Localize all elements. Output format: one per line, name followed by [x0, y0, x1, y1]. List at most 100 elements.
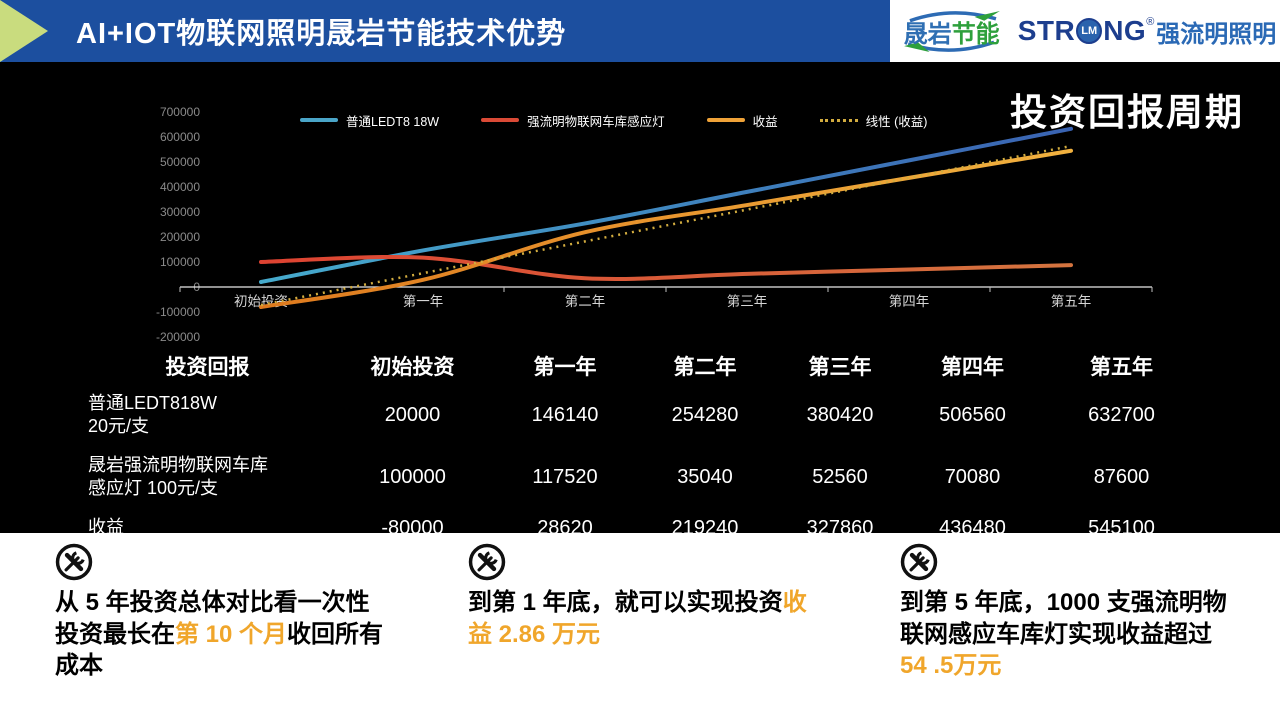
row-label: 收益: [88, 517, 124, 538]
row-label-line2: 20元/支: [88, 416, 150, 436]
col-header: 第五年: [1090, 356, 1153, 379]
note-text: 从 5 年投资总体对比看一次性投资最长在第 10 个月收回所有成本: [55, 587, 387, 682]
investment-chart: 700000 600000 500000 400000 300000 200000 1000…: [156, 105, 1153, 344]
table-row: 普通LEDT818W 20元/支 20000 146140 254280 380…: [85, 384, 1203, 446]
row-label-line1: 普通LEDT818W: [88, 392, 218, 413]
note-block: 到第 1 年底，就可以实现投资收益 2.86 万元: [468, 543, 810, 650]
chart-panel: 投资回报周期 普通LEDT8 18W 强流明物联网车库感应灯 收益 线性 (收益) 7…: [0, 62, 1280, 539]
col-header: 第二年: [673, 356, 737, 379]
y-tick-label: 400000: [160, 180, 200, 194]
x-tick-label: 第二年: [565, 293, 606, 309]
strong-logo: STR LM NG ® 强流明照明: [1018, 14, 1277, 49]
strong-chinese-text: 强流明照明: [1156, 20, 1277, 48]
y-tick-label: 200000: [160, 230, 200, 244]
chart-title: 投资回报周期: [1010, 92, 1244, 133]
swoosh-icon: [903, 10, 1000, 52]
notes-section: 从 5 年投资总体对比看一次性投资最长在第 10 个月收回所有成本 到第 1 年…: [0, 533, 1280, 720]
legend-swatch: [706, 118, 745, 122]
header-bar: AI+IOT物联网照明晟岩节能技术优势 晟岩节能 STR LM NG ® 强流明…: [0, 0, 1280, 62]
chevron-icon: [0, 0, 48, 62]
cell: 70080: [944, 465, 1001, 488]
cell: 632700: [1088, 403, 1155, 426]
cell: 52560: [812, 465, 868, 488]
note-pre: 到第 1 年底，就可以实现投资: [468, 589, 783, 616]
cell: 117520: [532, 465, 598, 488]
lm-circle-icon: LM: [1076, 18, 1103, 44]
note-highlight: 收益 2.86 万元: [468, 589, 807, 648]
y-tick-label: 600000: [160, 130, 200, 144]
note-block: 从 5 年投资总体对比看一次性投资最长在第 10 个月收回所有成本: [55, 543, 387, 682]
logo-area: 晟岩节能 STR LM NG ® 强流明照明: [890, 0, 1280, 62]
chart-legend: 普通LEDT8 18W 强流明物联网车库感应灯 收益 线性 (收益): [300, 111, 928, 130]
y-tick-label: 100000: [160, 255, 200, 269]
cell: 545100: [1088, 516, 1155, 539]
trendline: [260, 144, 1072, 307]
strong-text-post: NG: [1103, 15, 1147, 46]
legend-swatch: [481, 118, 520, 122]
row-label: 普通LEDT818W 20元/支: [85, 384, 330, 446]
legend-item-trendline: 线性 (收益): [819, 111, 928, 130]
legend-label: 强流明物联网车库感应灯: [527, 114, 665, 129]
col-header: 第四年: [941, 356, 1004, 379]
y-tick-label: -100000: [156, 305, 200, 319]
strong-text-pre: STR: [1017, 15, 1076, 46]
series-line-2: [259, 148, 1073, 309]
col-header: 投资回报: [165, 356, 250, 379]
y-tick-label: 300000: [160, 205, 200, 219]
cell: 87600: [1093, 465, 1150, 488]
tools-icon: [468, 543, 506, 581]
note-pre: 从 5 年投资总体对比看一次性投资最长在: [55, 589, 370, 648]
registered-mark: ®: [1146, 15, 1155, 28]
note-text: 到第 1 年底，就可以实现投资收益 2.86 万元: [468, 587, 810, 650]
cell: -80000: [381, 516, 444, 539]
col-header: 第一年: [533, 356, 597, 379]
table-row: 晟岩强流明物联网车库 感应灯 100元/支 100000 117520 3504…: [85, 446, 1203, 508]
x-tick-label: 第五年: [1051, 293, 1092, 309]
cell: 380420: [806, 403, 874, 426]
x-tick-label: 第三年: [727, 293, 768, 309]
cell: 100000: [379, 465, 446, 488]
note-highlight: 第 10 个月: [175, 620, 288, 648]
note-text: 到第 5 年底，1000 支强流明物联网感应车库灯实现收益超过 54 .5万元: [900, 587, 1230, 682]
page-title: AI+IOT物联网照明晟岩节能技术优势: [76, 18, 567, 50]
tools-icon: [900, 543, 938, 581]
y-tick-label: 500000: [160, 155, 200, 169]
cell: 28620: [537, 516, 593, 539]
shengyan-text-blue: 晟岩: [903, 20, 952, 48]
note-post: 收回所有成本: [55, 620, 384, 680]
cell: 146140: [531, 403, 599, 426]
legend-swatch: [819, 118, 858, 122]
row-label-line2: 感应灯 100元/支: [88, 478, 219, 498]
row-label-line1: 晟岩强流明物联网车库: [88, 454, 268, 475]
table-header-row: 投资回报 初始投资 第一年 第二年 第三年 第四年 第五年: [85, 348, 1203, 384]
cell: 20000: [384, 403, 441, 426]
table-row: 收益 -80000 28620 219240 327860 436480 545…: [85, 508, 1203, 548]
note-block: 到第 5 年底，1000 支强流明物联网感应车库灯实现收益超过 54 .5万元: [900, 543, 1230, 682]
col-header: 第三年: [808, 356, 872, 379]
x-tick-label: 第四年: [889, 293, 930, 309]
shengyan-text-green: 节能: [951, 20, 1000, 48]
note-highlight: 54 .5万元: [900, 652, 1002, 680]
legend-swatch: [300, 118, 338, 122]
cell: 436480: [939, 516, 1006, 539]
legend-item-0: 普通LEDT8 18W: [300, 111, 439, 130]
legend-label: 线性 (收益): [865, 114, 928, 129]
cell: 327860: [806, 516, 874, 539]
legend-item-1: 强流明物联网车库感应灯: [481, 111, 665, 130]
y-tick-label: -200000: [156, 330, 200, 344]
col-header: 初始投资: [370, 356, 455, 379]
series-line-0: [259, 126, 1073, 284]
legend-item-2: 收益: [706, 111, 778, 130]
note-pre: 到第 5 年底，1000 支强流明物联网感应车库灯实现收益超过: [900, 589, 1227, 648]
cell: 35040: [677, 465, 733, 488]
shengyan-logo: 晟岩节能: [894, 10, 1010, 53]
cell: 219240: [671, 516, 739, 539]
row-label: 晟岩强流明物联网车库 感应灯 100元/支: [85, 446, 330, 508]
data-table: 投资回报 初始投资 第一年 第二年 第三年 第四年 第五年 普通LEDT818W…: [85, 348, 1203, 548]
cell: 506560: [939, 403, 1006, 426]
y-tick-label: 700000: [160, 105, 200, 119]
legend-label: 普通LEDT8 18W: [346, 114, 440, 129]
series-line-1: [259, 254, 1073, 281]
tools-icon: [55, 543, 93, 581]
cell: 254280: [671, 403, 739, 426]
